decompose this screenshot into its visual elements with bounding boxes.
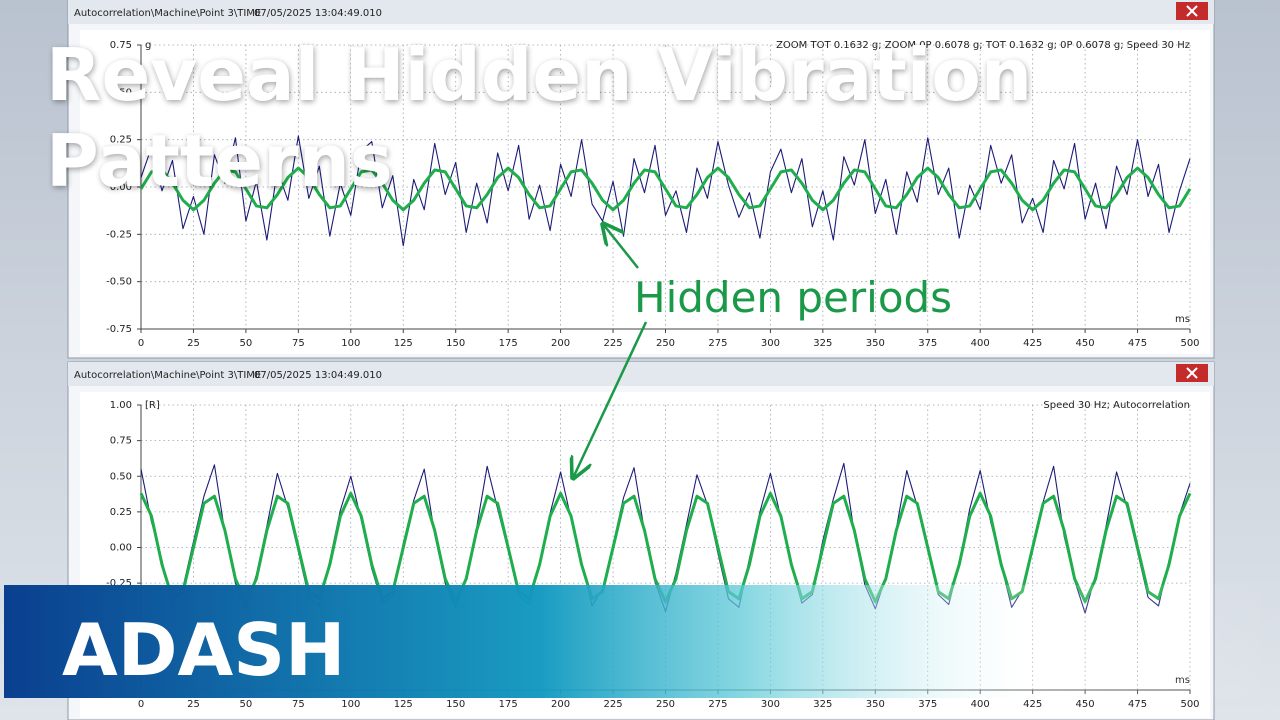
x-tick-label: 250 xyxy=(656,699,675,710)
y-tick-label: 0.50 xyxy=(110,87,132,98)
chart-info: ZOOM TOT 0.1632 g; ZOOM 0P 0.6078 g; TOT… xyxy=(776,40,1190,51)
x-tick-label: 400 xyxy=(971,699,990,710)
x-tick-label: 225 xyxy=(604,338,623,349)
annotation-text: Hidden periods xyxy=(634,273,952,322)
window-title: Autocorrelation\Machine\Point 3\TIME xyxy=(74,370,261,381)
x-tick-label: 425 xyxy=(1023,338,1042,349)
y-tick-label: 0.75 xyxy=(110,40,132,51)
window-title: Autocorrelation\Machine\Point 3\TIME xyxy=(74,8,261,19)
close-button[interactable] xyxy=(1176,2,1208,20)
chart-info: Speed 30 Hz; Autocorrelation xyxy=(1043,400,1190,411)
x-tick-label: 375 xyxy=(918,338,937,349)
y-unit: g xyxy=(145,40,151,51)
x-tick-label: 475 xyxy=(1128,338,1147,349)
x-tick-label: 500 xyxy=(1180,338,1199,349)
series-line xyxy=(139,166,1192,212)
arrow xyxy=(573,321,648,478)
x-tick-label: 325 xyxy=(813,338,832,349)
annotation: Hidden periods xyxy=(573,224,952,478)
y-tick-label: -0.25 xyxy=(106,578,132,589)
x-tick-label: 475 xyxy=(1128,699,1147,710)
brand: ADASH xyxy=(62,608,345,692)
x-tick-label: 125 xyxy=(394,338,413,349)
y-tick-label: 0.25 xyxy=(110,507,132,518)
y-unit: [R] xyxy=(145,400,160,411)
brand-banner xyxy=(4,585,1280,698)
x-tick-label: 0 xyxy=(138,338,144,349)
x-tick-label: 250 xyxy=(656,338,675,349)
x-tick-label: 25 xyxy=(187,338,200,349)
x-tick-label: 50 xyxy=(240,338,253,349)
x-tick-label: 150 xyxy=(446,338,465,349)
x-tick-label: 175 xyxy=(499,338,518,349)
y-tick-label: 0.50 xyxy=(110,471,132,482)
window-top: Autocorrelation\Machine\Point 3\TIME 07/… xyxy=(67,0,1215,359)
y-tick-label: 1.00 xyxy=(110,400,132,411)
x-tick-label: 225 xyxy=(604,699,623,710)
x-tick-label: 450 xyxy=(1076,338,1095,349)
x-tick-label: 350 xyxy=(866,699,885,710)
y-tick-label: 0.25 xyxy=(110,135,132,146)
headline: Reveal Hidden Vibration Patterns xyxy=(46,33,1032,203)
series-line xyxy=(140,135,1191,247)
x-tick-label: 400 xyxy=(971,338,990,349)
y-tick-label: 0.00 xyxy=(110,182,132,193)
y-tick-label: -0.25 xyxy=(106,229,132,240)
y-tick-label: -0.75 xyxy=(106,324,132,335)
x-tick-label: 75 xyxy=(292,338,305,349)
x-tick-label: 300 xyxy=(761,699,780,710)
x-tick-label: 0 xyxy=(138,699,144,710)
x-tick-label: 75 xyxy=(292,699,305,710)
x-tick-label: 300 xyxy=(761,338,780,349)
title-bar xyxy=(68,362,1214,386)
x-tick-label: 375 xyxy=(918,699,937,710)
x-tick-label: 175 xyxy=(499,699,518,710)
x-tick-label: 150 xyxy=(446,699,465,710)
x-tick-label: 200 xyxy=(551,338,570,349)
x-tick-label: 275 xyxy=(708,338,727,349)
timestamp: 07/05/2025 13:04:49.010 xyxy=(254,370,382,381)
x-tick-label: 275 xyxy=(708,699,727,710)
x-tick-label: 500 xyxy=(1180,699,1199,710)
headline-line: Reveal Hidden Vibration xyxy=(46,33,1032,117)
x-tick-label: 100 xyxy=(341,699,360,710)
x-tick-label: 25 xyxy=(187,699,200,710)
title-bar xyxy=(68,0,1214,24)
x-tick-label: 450 xyxy=(1076,699,1095,710)
y-tick-label: 0.00 xyxy=(110,543,132,554)
y-tick-label: -0.50 xyxy=(106,277,132,288)
x-tick-label: 100 xyxy=(341,338,360,349)
x-tick-label: 125 xyxy=(394,699,413,710)
timestamp: 07/05/2025 13:04:49.010 xyxy=(254,8,382,19)
x-tick-label: 200 xyxy=(551,699,570,710)
close-button[interactable] xyxy=(1176,364,1208,382)
x-tick-label: 50 xyxy=(240,699,253,710)
x-unit: ms xyxy=(1175,314,1190,325)
x-tick-label: 350 xyxy=(866,338,885,349)
arrow xyxy=(603,224,639,269)
x-tick-label: 425 xyxy=(1023,699,1042,710)
x-tick-label: 325 xyxy=(813,699,832,710)
headline-line: Patterns xyxy=(46,119,393,203)
y-tick-label: 0.75 xyxy=(110,436,132,447)
